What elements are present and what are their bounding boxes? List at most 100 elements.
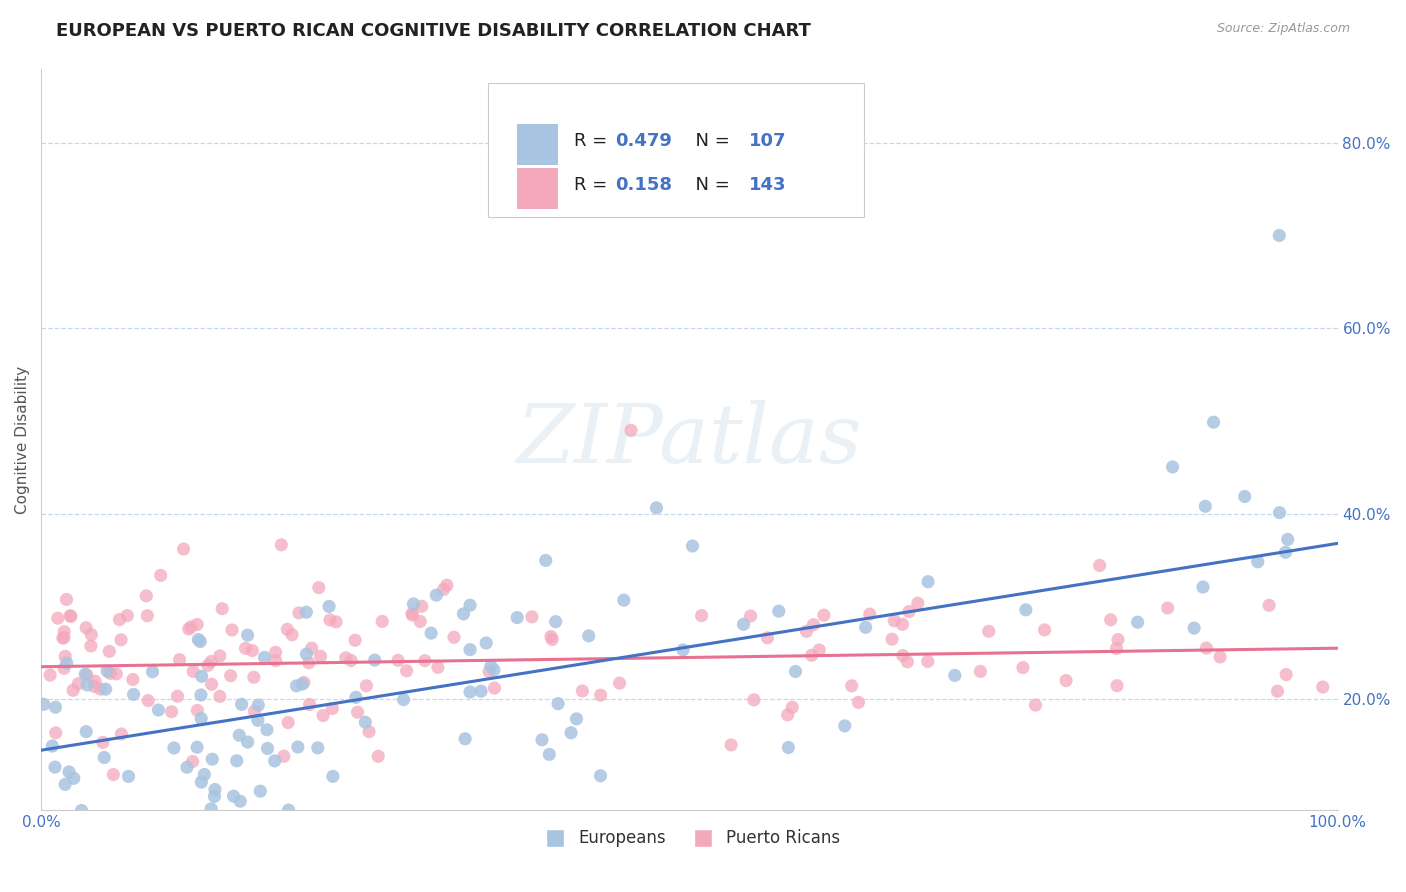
Point	[896, 655, 918, 669]
Point	[181, 665, 204, 679]
Text: Source: ZipAtlas.com: Source: ZipAtlas.com	[1216, 22, 1350, 36]
Point	[859, 607, 882, 621]
Point	[32, 698, 55, 712]
Point	[520, 610, 543, 624]
Point	[776, 707, 799, 722]
Point	[319, 613, 342, 627]
Point	[1161, 459, 1184, 474]
Point	[295, 605, 318, 619]
Point	[1054, 673, 1077, 688]
Point	[1012, 660, 1035, 674]
Point	[105, 666, 128, 681]
Point	[571, 684, 593, 698]
Point	[426, 660, 449, 674]
Point	[83, 680, 105, 694]
Point	[478, 665, 501, 679]
Point	[186, 617, 208, 632]
Point	[166, 690, 188, 704]
Point	[187, 632, 209, 647]
Point	[357, 724, 380, 739]
Point	[411, 599, 433, 614]
Point	[609, 676, 631, 690]
Point	[243, 704, 266, 718]
Point	[782, 700, 804, 714]
Point	[253, 650, 276, 665]
Point	[229, 794, 252, 808]
Point	[335, 650, 357, 665]
Point	[67, 676, 90, 690]
Point	[589, 688, 612, 702]
Point	[443, 630, 465, 644]
Point	[778, 740, 800, 755]
Point	[307, 740, 329, 755]
Text: R =: R =	[574, 132, 613, 150]
Point	[41, 739, 63, 753]
Point	[848, 695, 870, 709]
Point	[740, 609, 762, 624]
FancyBboxPatch shape	[517, 168, 558, 209]
Point	[295, 647, 318, 661]
Point	[281, 628, 304, 642]
Text: R =: R =	[574, 176, 613, 194]
Point	[44, 700, 66, 714]
Point	[883, 614, 905, 628]
Point	[1033, 623, 1056, 637]
Point	[176, 760, 198, 774]
Point	[193, 767, 215, 781]
Point	[75, 621, 97, 635]
Point	[186, 703, 208, 717]
Point	[90, 682, 112, 697]
Point	[98, 644, 121, 658]
Point	[322, 769, 344, 783]
Point	[122, 687, 145, 701]
Point	[45, 726, 67, 740]
Point	[453, 607, 475, 621]
Text: N =: N =	[685, 176, 735, 194]
Point	[1015, 603, 1038, 617]
Point	[1233, 490, 1256, 504]
Point	[425, 588, 447, 602]
Point	[534, 553, 557, 567]
Point	[402, 597, 425, 611]
Point	[578, 629, 600, 643]
Point	[340, 653, 363, 667]
Point	[110, 727, 132, 741]
Point	[1312, 680, 1334, 694]
Point	[538, 747, 561, 762]
Point	[475, 636, 498, 650]
Point	[53, 777, 76, 791]
Point	[91, 735, 114, 749]
Point	[1275, 667, 1298, 681]
Point	[560, 725, 582, 739]
Point	[256, 741, 278, 756]
Point	[470, 684, 492, 698]
Point	[103, 767, 125, 781]
Point	[321, 701, 343, 715]
Point	[53, 624, 76, 639]
Point	[364, 653, 387, 667]
Point	[803, 617, 825, 632]
Point	[44, 760, 66, 774]
Point	[200, 802, 222, 816]
Text: 143: 143	[749, 176, 786, 194]
Point	[1274, 545, 1296, 559]
Point	[1099, 613, 1122, 627]
Point	[387, 653, 409, 667]
Point	[547, 697, 569, 711]
Point	[432, 582, 454, 597]
Point	[298, 656, 321, 670]
Point	[880, 632, 903, 647]
Text: ZIPatlas: ZIPatlas	[516, 400, 862, 480]
Point	[1209, 650, 1232, 665]
Point	[458, 599, 481, 613]
Point	[186, 740, 208, 755]
Point	[225, 754, 247, 768]
Point	[264, 654, 287, 668]
Point	[160, 705, 183, 719]
Point	[354, 715, 377, 730]
Point	[1192, 580, 1215, 594]
Point	[800, 648, 823, 663]
Point	[200, 677, 222, 691]
Point	[458, 642, 481, 657]
Point	[55, 656, 77, 670]
